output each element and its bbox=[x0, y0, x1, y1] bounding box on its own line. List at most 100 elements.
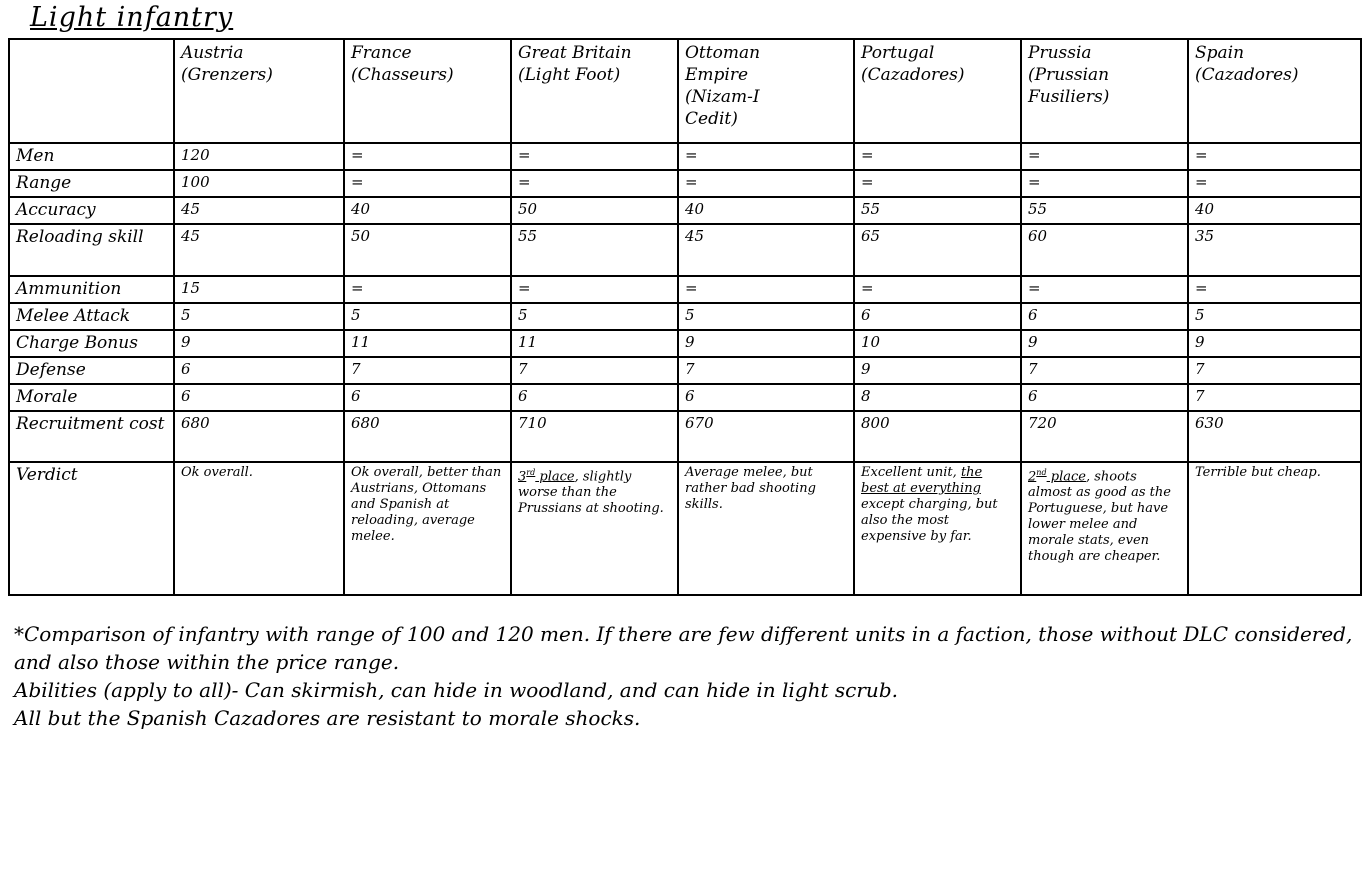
stat-cell: = bbox=[1020, 169, 1189, 198]
stat-cell: 100 bbox=[173, 169, 345, 198]
stat-cell: = bbox=[853, 169, 1022, 198]
verdict-text-segment: Excellent unit, bbox=[861, 465, 961, 480]
row-label: Charge Bonus bbox=[8, 329, 175, 358]
stat-cell: 5 bbox=[677, 302, 855, 331]
stat-cell: = bbox=[1020, 275, 1189, 304]
verdict-text-segment: Ok overall, better than Austrians, Ottom… bbox=[351, 465, 502, 544]
verdict-text-segment: the best at everything bbox=[861, 465, 983, 496]
footnotes: *Comparison of infantry with range of 10… bbox=[14, 620, 1356, 732]
light-infantry-table: Austria (Grenzers) France (Chasseurs) Grea… bbox=[8, 38, 1362, 596]
verdict-cell: Ok overall, better than Austrians, Ottom… bbox=[343, 461, 512, 596]
verdict-text-segment: Ok overall. bbox=[181, 465, 253, 480]
stat-cell: = bbox=[1187, 142, 1362, 171]
stat-cell: 7 bbox=[510, 356, 679, 385]
stat-cell: = bbox=[510, 275, 679, 304]
row-label: Accuracy bbox=[8, 196, 175, 225]
stat-cell: 60 bbox=[1020, 223, 1189, 277]
verdict-text-segment: 3 bbox=[518, 469, 527, 485]
stat-cell: 45 bbox=[173, 223, 345, 277]
stat-cell: 6 bbox=[677, 383, 855, 412]
stat-cell: 720 bbox=[1020, 410, 1189, 463]
stat-cell: 40 bbox=[1187, 196, 1362, 225]
stat-cell: 7 bbox=[1020, 356, 1189, 385]
stat-cell: = bbox=[853, 142, 1022, 171]
stat-cell: 65 bbox=[853, 223, 1022, 277]
column-header: Prussia (Prussian Fusiliers) bbox=[1020, 38, 1189, 144]
verdict-cell: 3rd place, slightly worse than the Pruss… bbox=[510, 461, 679, 596]
verdict-text-segment: rd bbox=[526, 468, 536, 477]
row-label: Verdict bbox=[8, 461, 175, 596]
stat-cell: 15 bbox=[173, 275, 345, 304]
column-header: Ottoman Empire (Nizam-I Cedit) bbox=[677, 38, 855, 144]
column-header: Portugal (Cazadores) bbox=[853, 38, 1022, 144]
stat-cell: 8 bbox=[853, 383, 1022, 412]
verdict-text-segment: , slightly worse than the Prussians at s… bbox=[518, 469, 664, 517]
stat-cell: 800 bbox=[853, 410, 1022, 463]
verdict-text-segment: place bbox=[1046, 469, 1086, 485]
row-label: Men bbox=[8, 142, 175, 171]
stat-cell: 55 bbox=[853, 196, 1022, 225]
verdict-text-segment: place bbox=[535, 469, 575, 485]
stat-cell: = bbox=[1187, 169, 1362, 198]
column-header: Austria (Grenzers) bbox=[173, 38, 345, 144]
stat-cell: 50 bbox=[343, 223, 512, 277]
stat-cell: 9 bbox=[1187, 329, 1362, 358]
stat-cell: 5 bbox=[173, 302, 345, 331]
stat-cell: = bbox=[677, 142, 855, 171]
stat-cell: 6 bbox=[1020, 383, 1189, 412]
row-label: Ammunition bbox=[8, 275, 175, 304]
stat-cell: 6 bbox=[853, 302, 1022, 331]
stat-cell: 7 bbox=[343, 356, 512, 385]
stat-cell: 6 bbox=[1020, 302, 1189, 331]
stat-cell: 7 bbox=[1187, 356, 1362, 385]
stat-row: Morale 6 6 6 6 8 6 7 bbox=[8, 383, 1362, 412]
stat-row: Men 120 = = = = = = bbox=[8, 142, 1362, 171]
stat-cell: 9 bbox=[1020, 329, 1189, 358]
verdict-row: Verdict Ok overall. Ok overall, better tha… bbox=[8, 461, 1362, 596]
stat-row: Charge Bonus 9 11 11 9 10 9 9 bbox=[8, 329, 1362, 358]
stat-cell: = bbox=[677, 275, 855, 304]
stat-cell: 55 bbox=[1020, 196, 1189, 225]
stat-cell: 120 bbox=[173, 142, 345, 171]
stat-cell: 670 bbox=[677, 410, 855, 463]
verdict-text-segment: except charging, but also the most expen… bbox=[861, 497, 998, 544]
stat-cell: 6 bbox=[510, 383, 679, 412]
column-header: France (Chasseurs) bbox=[343, 38, 512, 144]
verdict-text-segment: Average melee, but rather bad shooting s… bbox=[685, 465, 816, 512]
stat-row: Accuracy 45 40 50 40 55 55 40 bbox=[8, 196, 1362, 225]
verdict-cell: Excellent unit, the best at everything e… bbox=[853, 461, 1022, 596]
stat-cell: = bbox=[343, 142, 512, 171]
stat-cell: = bbox=[343, 275, 512, 304]
stat-cell: 5 bbox=[343, 302, 512, 331]
row-label: Reloading skill bbox=[8, 223, 175, 277]
row-label: Defense bbox=[8, 356, 175, 385]
verdict-cell: 2nd place, shoots almost as good as the … bbox=[1020, 461, 1189, 596]
row-label: Recruitment cost bbox=[8, 410, 175, 463]
footnote-line: Abilities (apply to all)- Can skirmish, … bbox=[14, 678, 898, 702]
stat-cell: 6 bbox=[343, 383, 512, 412]
stat-cell: = bbox=[677, 169, 855, 198]
stat-cell: 45 bbox=[173, 196, 345, 225]
verdict-cell: Terrible but cheap. bbox=[1187, 461, 1362, 596]
header-row: Austria (Grenzers) France (Chasseurs) Grea… bbox=[8, 38, 1362, 144]
row-label: Melee Attack bbox=[8, 302, 175, 331]
stat-row: Reloading skill 45 50 55 45 65 60 35 bbox=[8, 223, 1362, 277]
stat-cell: = bbox=[1187, 275, 1362, 304]
stat-cell: 10 bbox=[853, 329, 1022, 358]
stat-cell: 7 bbox=[677, 356, 855, 385]
stat-cell: 6 bbox=[173, 356, 345, 385]
column-header: Great Britain (Light Foot) bbox=[510, 38, 679, 144]
page-title: Light infantry bbox=[30, 2, 234, 33]
table-body: Men 120 = = = = = = Range 100 = = = = = = Accuracy 45 40 50… bbox=[8, 142, 1362, 596]
verdict-text-segment: nd bbox=[1036, 468, 1047, 477]
stat-cell: 40 bbox=[343, 196, 512, 225]
stat-cell: = bbox=[510, 142, 679, 171]
stat-cell: = bbox=[510, 169, 679, 198]
stat-cell: 9 bbox=[853, 356, 1022, 385]
stat-cell: 7 bbox=[1187, 383, 1362, 412]
row-label: Range bbox=[8, 169, 175, 198]
stat-cell: = bbox=[343, 169, 512, 198]
stat-cell: 45 bbox=[677, 223, 855, 277]
verdict-text-segment: 2 bbox=[1028, 469, 1037, 485]
